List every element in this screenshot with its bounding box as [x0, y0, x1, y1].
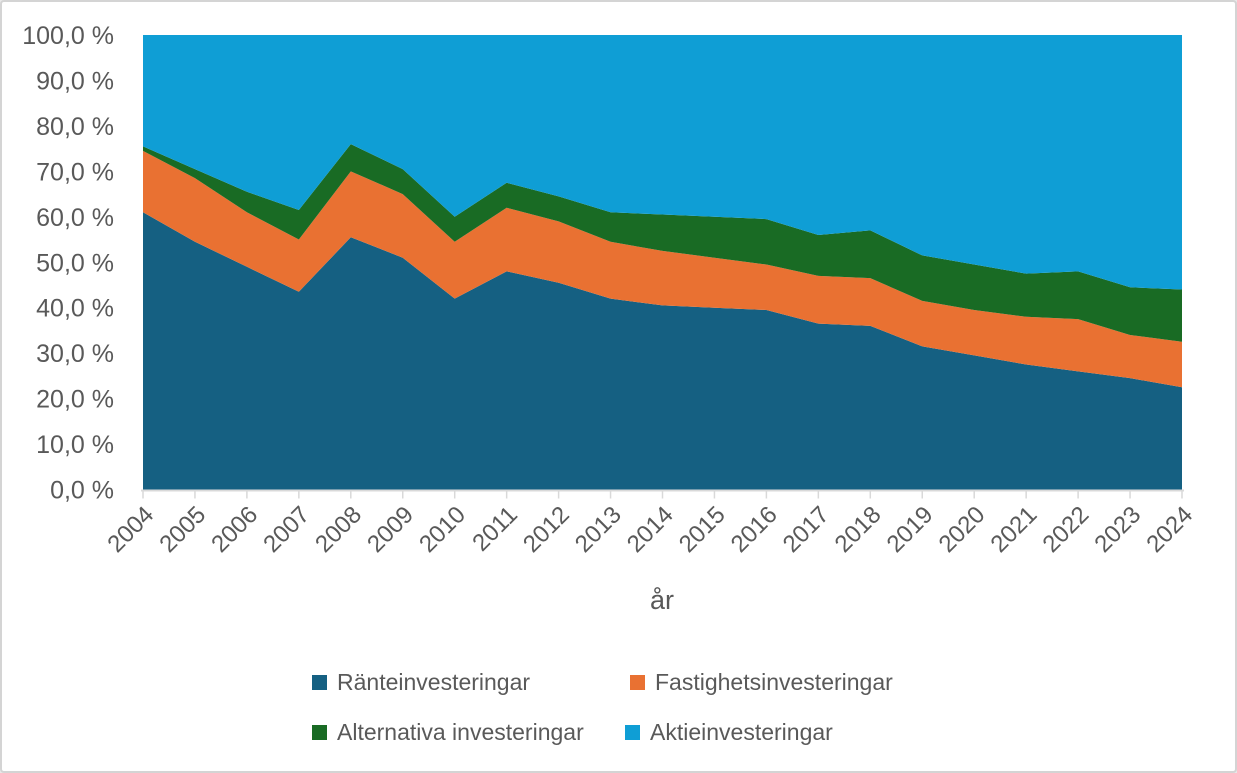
x-tick-label: 2024 — [1141, 501, 1198, 558]
x-tick-label: 2019 — [882, 501, 939, 558]
area-aktieinvesteringar — [143, 35, 1182, 290]
x-tick-label: 2023 — [1089, 501, 1146, 558]
legend-label-alternativa-investeringar: Alternativa investeringar — [337, 718, 584, 745]
y-tick-label: 0,0 % — [50, 477, 114, 505]
y-tick-label: 70,0 % — [36, 158, 114, 186]
legend-swatch-fastighetsinvesteringar-icon — [630, 674, 645, 690]
legend-item-aktieinvesteringar: Aktieinvesteringar — [625, 718, 833, 745]
x-tick-label: 2018 — [830, 501, 887, 558]
y-axis-tick-labels: 100,0 % 90,0 % 80,0 % 70,0 % 60,0 % 50,0 % 40,… — [22, 22, 114, 505]
legend-swatch-ranteinvesteringar-icon — [312, 674, 327, 690]
y-tick-label: 60,0 % — [36, 204, 114, 232]
x-tick-label: 2005 — [154, 501, 211, 558]
x-tick-label: 2022 — [1037, 501, 1094, 558]
x-tick-label: 2015 — [674, 501, 731, 558]
x-axis-ticks — [142, 491, 1183, 499]
x-tick-label: 2008 — [310, 501, 367, 558]
legend-label-fastighetsinvesteringar: Fastighetsinvesteringar — [655, 668, 893, 695]
x-tick-label: 2020 — [934, 501, 991, 558]
legend-label-aktieinvesteringar: Aktieinvesteringar — [650, 718, 833, 745]
x-tick-label: 2014 — [622, 501, 679, 558]
y-tick-label: 80,0 % — [36, 113, 114, 141]
x-axis-tick-labels: 2004200520062007200820092010201120122013… — [102, 501, 1198, 558]
y-tick-label: 30,0 % — [36, 340, 114, 368]
stacked-area-chart: 100,0 % 90,0 % 80,0 % 70,0 % 60,0 % 50,0 % 40,… — [22, 22, 1198, 615]
area-fastighetsinvesteringar — [143, 150, 1182, 388]
y-tick-label: 10,0 % — [36, 431, 114, 459]
x-tick-label: 2013 — [570, 501, 627, 558]
x-tick-label: 2012 — [518, 501, 575, 558]
x-tick-label: 2007 — [258, 501, 315, 558]
x-tick-label: 2017 — [778, 501, 835, 558]
legend-item-alternativa-investeringar: Alternativa investeringar — [312, 718, 584, 745]
x-tick-label: 2004 — [102, 501, 159, 558]
x-tick-label: 2009 — [362, 501, 419, 558]
area-r-nteinvesteringar — [143, 212, 1182, 490]
x-tick-label: 2021 — [986, 501, 1043, 558]
x-axis-title: år — [650, 585, 674, 615]
x-tick-label: 2016 — [726, 501, 783, 558]
y-tick-label: 20,0 % — [36, 386, 114, 414]
y-tick-label: 100,0 % — [22, 22, 114, 50]
x-tick-label: 2011 — [467, 501, 523, 557]
legend-item-ranteinvesteringar: Ränteinvesteringar — [312, 668, 531, 695]
y-tick-label: 40,0 % — [36, 295, 114, 323]
legend-swatch-aktieinvesteringar-icon — [625, 724, 640, 740]
y-tick-label: 90,0 % — [36, 67, 114, 95]
legend-swatch-alternativa-investeringar-icon — [312, 724, 327, 740]
area-series-group — [143, 35, 1182, 490]
legend-item-fastighetsinvesteringar: Fastighetsinvesteringar — [630, 668, 893, 695]
y-tick-label: 50,0 % — [36, 249, 114, 277]
x-tick-label: 2006 — [206, 501, 263, 558]
legend-label-ranteinvesteringar: Ränteinvesteringar — [337, 668, 531, 695]
area-alternativa-investeringar — [143, 144, 1182, 342]
x-tick-label: 2010 — [414, 501, 471, 558]
